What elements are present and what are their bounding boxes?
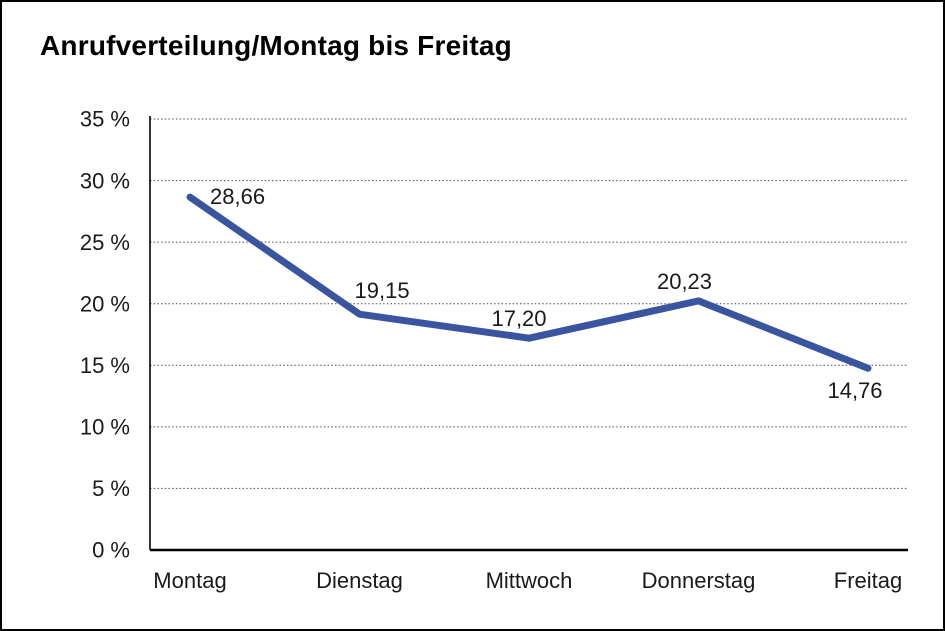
x-category-label-dienstag: Dienstag xyxy=(316,568,403,593)
y-tick-label-10: 10 % xyxy=(80,415,130,440)
x-category-label-montag: Montag xyxy=(153,568,226,593)
y-tick-label-20: 20 % xyxy=(80,291,130,316)
y-tick-label-35: 35 % xyxy=(80,107,130,132)
x-category-label-freitag: Freitag xyxy=(834,568,902,593)
y-tick-label-15: 15 % xyxy=(80,353,130,378)
x-category-label-mittwoch: Mittwoch xyxy=(486,568,573,593)
series-line-anrufverteilung xyxy=(186,193,872,372)
data-label-dienstag: 19,15 xyxy=(355,278,410,303)
data-label-montag: 28,66 xyxy=(210,184,265,209)
data-label-mittwoch: 17,20 xyxy=(491,306,546,331)
data-label-freitag: 14,76 xyxy=(827,378,882,403)
y-tick-label-5: 5 % xyxy=(92,476,130,501)
y-tick-label-0: 0 % xyxy=(92,538,130,563)
data-label-donnerstag: 20,23 xyxy=(657,269,712,294)
y-tick-label-25: 25 % xyxy=(80,230,130,255)
x-category-label-donnerstag: Donnerstag xyxy=(642,568,756,593)
chart-title: Anrufverteilung/Montag bis Freitag xyxy=(40,30,512,61)
y-tick-label-30: 30 % xyxy=(80,168,130,193)
